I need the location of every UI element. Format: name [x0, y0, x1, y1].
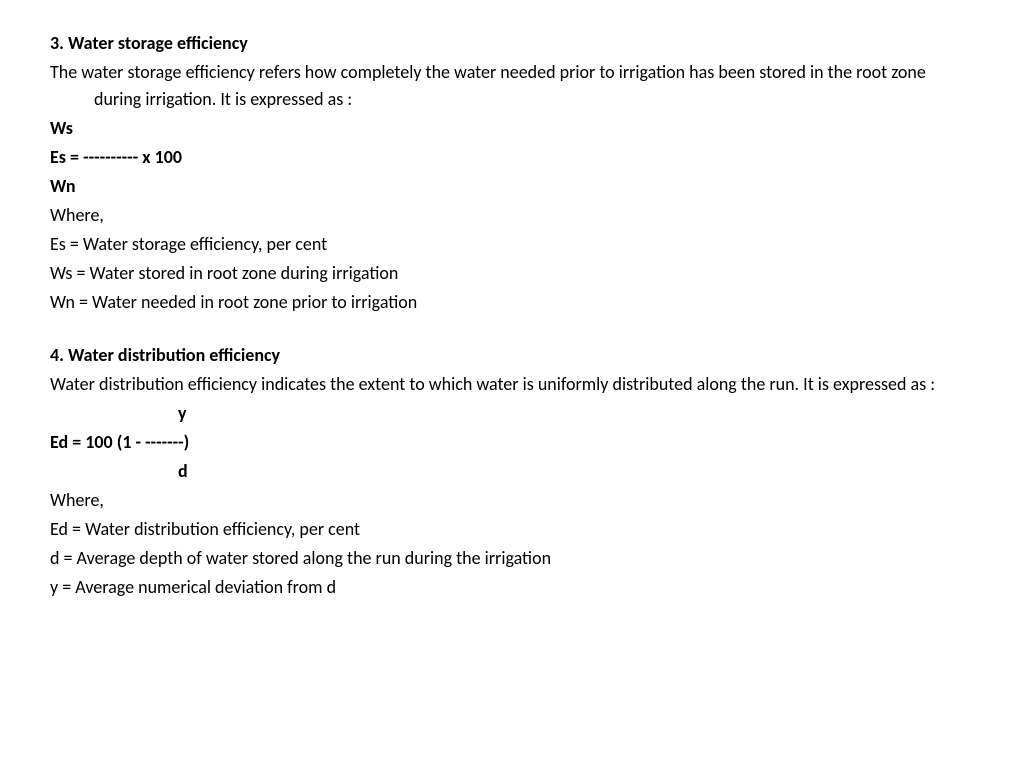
section4-def-y: y = Average numerical deviation from d [50, 574, 974, 601]
section3-formula-main: Es = ---------- x 100 [50, 144, 974, 171]
section4-formula-d: d [178, 460, 188, 482]
section3-title: 3. Water storage efficiency [50, 30, 974, 57]
slide-content: 3. Water storage efficiency The water st… [0, 0, 1024, 633]
section4-formula-main: Ed = 100 (1 - -------) [50, 429, 974, 456]
section3-where-label: Where, [50, 202, 974, 229]
section3-description: The water storage efficiency refers how … [50, 59, 974, 113]
section3-def-wn: Wn = Water needed in root zone prior to … [50, 289, 974, 316]
section4-title: 4. Water distribution efficiency [50, 342, 974, 369]
section3-formula-denominator: Wn [50, 173, 974, 200]
section4-description: Water distribution efficiency indicates … [50, 371, 974, 398]
section4-def-ed: Ed = Water distribution efficiency, per … [50, 516, 974, 543]
section4-def-d: d = Average depth of water stored along … [50, 545, 974, 572]
section4-formula-denominator: d [50, 458, 974, 485]
section-spacer [50, 318, 974, 342]
section4-formula-y: y [178, 402, 187, 424]
section4-formula-numerator: y [50, 400, 974, 427]
section3-formula-numerator: Ws [50, 115, 974, 142]
section3-def-ws: Ws = Water stored in root zone during ir… [50, 260, 974, 287]
section4-where-label: Where, [50, 487, 974, 514]
section3-def-es: Es = Water storage efficiency, per cent [50, 231, 974, 258]
